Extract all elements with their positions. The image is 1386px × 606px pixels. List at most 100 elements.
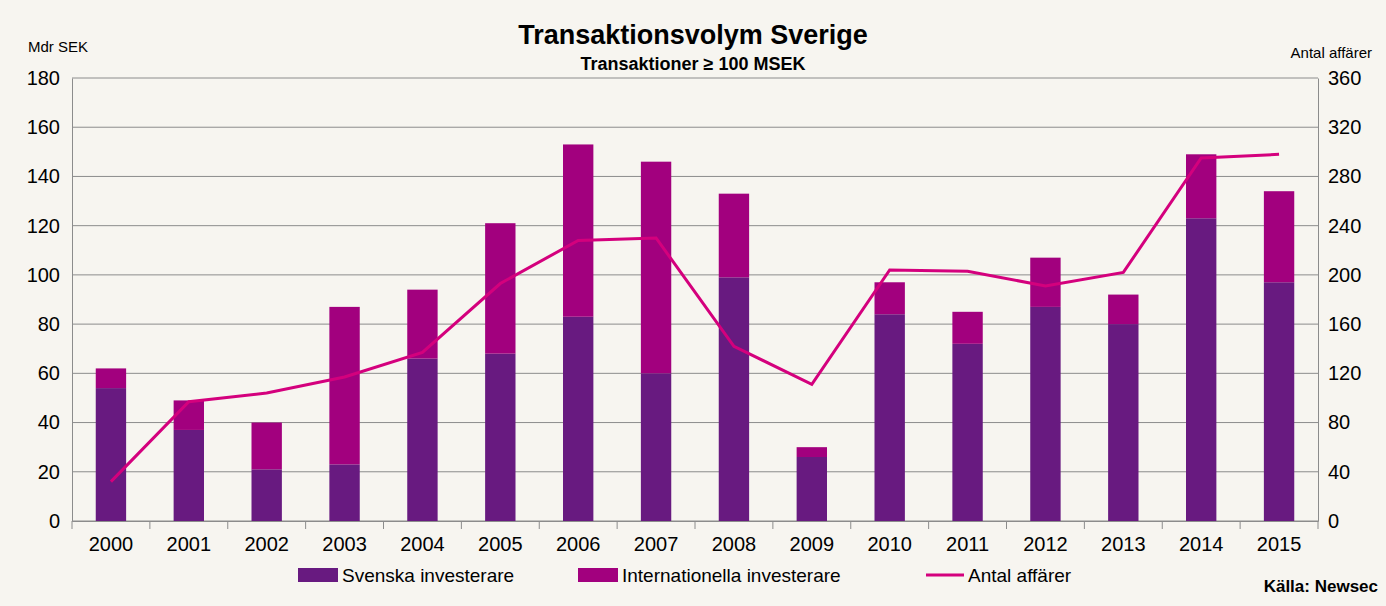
tick-label: 80 xyxy=(1328,411,1350,433)
y2-axis: 0 40 80 120 160 200 240 280 320 360 xyxy=(1318,67,1361,532)
bar xyxy=(485,223,515,353)
tick-label: 2008 xyxy=(712,533,757,555)
tick-label: 0 xyxy=(1328,510,1339,532)
category-separator xyxy=(149,521,150,529)
legend-label: Svenska investerare xyxy=(342,565,514,586)
axis-line xyxy=(72,79,73,522)
category-separator xyxy=(1240,521,1241,529)
tick-label: 180 xyxy=(27,67,60,89)
y-axis: 020406080100120140160180 xyxy=(27,67,73,532)
tick-label: 120 xyxy=(1328,362,1361,384)
tick-label: 2010 xyxy=(867,533,912,555)
bar xyxy=(1186,218,1216,521)
bar xyxy=(174,400,204,430)
category-separator xyxy=(617,521,618,529)
legend-swatch xyxy=(926,574,964,577)
tick: 360 xyxy=(1318,67,1361,89)
tick: 2002 xyxy=(244,521,289,555)
tick: 240 xyxy=(1318,215,1361,237)
category-separator xyxy=(772,521,773,529)
axis-line xyxy=(1318,79,1319,522)
bar xyxy=(797,447,827,457)
bar xyxy=(952,344,982,521)
tick-label: 2006 xyxy=(556,533,601,555)
tick: 40 xyxy=(1318,461,1350,483)
bar xyxy=(407,359,437,521)
category-separator xyxy=(539,521,540,529)
tick-label: 2003 xyxy=(322,533,367,555)
tick: 0 xyxy=(49,510,72,532)
tick: 2004 xyxy=(400,521,445,555)
tick: 200 xyxy=(1318,264,1361,286)
line xyxy=(111,154,1279,481)
tick-label: 360 xyxy=(1328,67,1361,89)
tick: 2001 xyxy=(167,521,212,555)
category-separator xyxy=(1318,521,1319,529)
category-separator xyxy=(461,521,462,529)
tick: 2003 xyxy=(322,521,367,555)
tick: 80 xyxy=(38,313,72,335)
bar-series xyxy=(96,144,1294,469)
category-separator xyxy=(1162,521,1163,529)
bar xyxy=(1264,191,1294,282)
tick: 2008 xyxy=(712,521,757,555)
tick-label: 2000 xyxy=(89,533,134,555)
x-axis: 2000200120022003200420052006200720082009… xyxy=(73,521,1319,555)
tick-label: 200 xyxy=(1328,264,1361,286)
tick: 2007 xyxy=(634,521,679,555)
tick-label: 2012 xyxy=(1023,533,1068,555)
subtitle: Transaktioner ≥ 100 MSEK xyxy=(581,54,806,74)
bar xyxy=(563,317,593,521)
tick: 320 xyxy=(1318,116,1361,138)
grid-line xyxy=(72,176,1318,177)
tick: 120 xyxy=(1318,362,1361,384)
tick-label: 60 xyxy=(38,362,60,384)
legend-swatch xyxy=(578,568,618,582)
category-separator xyxy=(72,521,73,529)
tick-label: 40 xyxy=(38,411,60,433)
tick: 2015 xyxy=(1257,521,1302,555)
tick-label: 100 xyxy=(27,264,60,286)
tick: 140 xyxy=(27,165,72,187)
tick: 160 xyxy=(27,116,72,138)
bar xyxy=(1108,295,1138,325)
legend-label: Internationella investerare xyxy=(622,565,841,586)
tick-label: 0 xyxy=(49,510,60,532)
tick: 2013 xyxy=(1101,521,1146,555)
tick-label: 2011 xyxy=(946,533,989,555)
tick-label: 40 xyxy=(1328,461,1350,483)
tick-label: 2015 xyxy=(1257,533,1302,555)
source: Källa: Newsec xyxy=(1264,577,1378,596)
tick: 280 xyxy=(1318,165,1361,187)
tick-label: 2002 xyxy=(244,533,289,555)
bar xyxy=(719,277,749,521)
grid-line xyxy=(72,78,1318,79)
bar xyxy=(252,423,282,470)
legend-label: Antal affärer xyxy=(968,565,1072,586)
tick-label: 2005 xyxy=(478,533,523,555)
bar xyxy=(641,162,671,374)
tick: 80 xyxy=(1318,411,1350,433)
grid-line xyxy=(72,225,1318,226)
bar xyxy=(1108,324,1138,521)
tick: 2000 xyxy=(89,521,134,555)
tick: 2014 xyxy=(1179,521,1224,555)
bar xyxy=(96,388,126,521)
plot-area xyxy=(96,144,1294,521)
bar xyxy=(96,368,126,388)
tick: 2005 xyxy=(478,521,523,555)
tick-label: 2004 xyxy=(400,533,445,555)
tick: 2012 xyxy=(1023,521,1068,555)
y-axis-title: Mdr SEK xyxy=(28,38,88,55)
grid-line xyxy=(72,127,1318,128)
tick: 2011 xyxy=(946,521,989,555)
bar xyxy=(641,373,671,521)
category-separator xyxy=(1084,521,1085,529)
tick-label: 160 xyxy=(1328,313,1361,335)
bar xyxy=(1030,258,1060,307)
tick-label: 2013 xyxy=(1101,533,1146,555)
bar xyxy=(1030,307,1060,521)
bar xyxy=(1186,154,1216,218)
legend: Svenska investerare Internationella inves… xyxy=(298,565,1072,586)
tick: 60 xyxy=(38,362,72,384)
